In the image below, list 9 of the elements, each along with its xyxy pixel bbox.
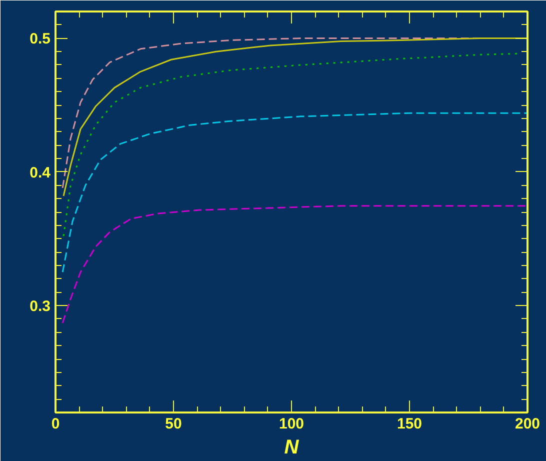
x-tick-label: 50 xyxy=(165,416,182,432)
x-tick-label: 0 xyxy=(51,416,60,432)
x-tick-label: 100 xyxy=(278,416,304,432)
y-tick-label: 0.4 xyxy=(30,164,52,182)
x-tick-label: 200 xyxy=(514,416,540,432)
x-tick-label: 150 xyxy=(396,416,422,432)
y-tick-label: 0.5 xyxy=(30,30,51,48)
x-axis-title: N xyxy=(284,436,300,458)
y-tick-label: 0.3 xyxy=(30,298,51,316)
